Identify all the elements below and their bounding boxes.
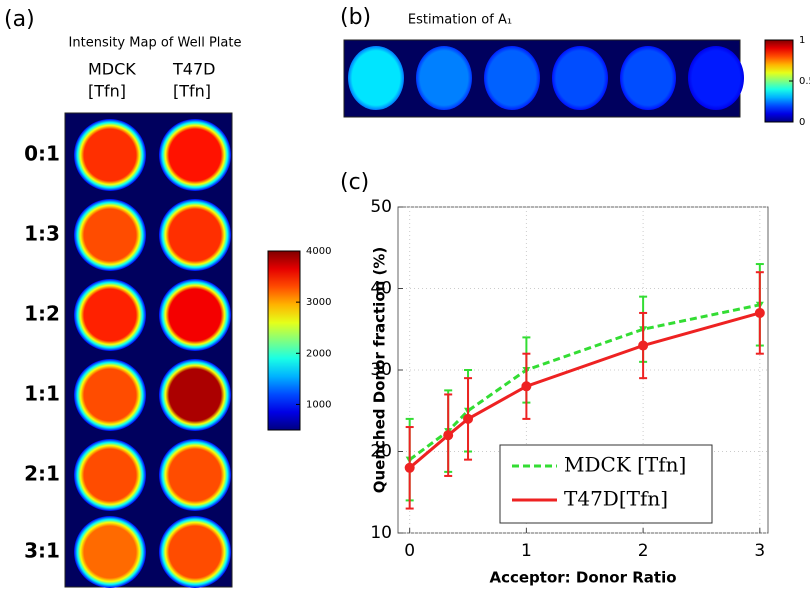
panel-label: (c) (340, 170, 369, 195)
colorbar-tick-label: 0 (799, 117, 805, 128)
y-axis-label: Quenched Donor fraction (%) (371, 247, 389, 494)
marker (404, 462, 415, 473)
column-label: [Tfn] (88, 82, 126, 101)
y-tick-label: 40 (370, 279, 392, 299)
colorbar-tick-label: 0.5 (799, 76, 810, 87)
column-label: T47D (172, 60, 215, 79)
y-tick-label: 50 (370, 197, 392, 217)
marker (754, 307, 765, 318)
colorbar-tick-label: 4000 (306, 246, 331, 257)
column-label: [Tfn] (173, 82, 211, 101)
marker (443, 430, 454, 441)
series-line (408, 303, 761, 461)
well (552, 46, 608, 110)
colorbar (764, 39, 794, 123)
column-label: MDCK (88, 60, 136, 79)
marker (463, 413, 474, 424)
marker (638, 340, 649, 351)
row-label: 1:3 (24, 222, 60, 246)
marker (521, 381, 532, 392)
x-tick-label: 0 (404, 541, 415, 561)
panel-label: (b) (340, 5, 371, 30)
colorbar-tick-label: 2000 (306, 348, 331, 359)
panel-title: Intensity Map of Well Plate (69, 36, 242, 51)
well (159, 516, 231, 588)
legend-label: T47D[Tfn] (564, 487, 668, 511)
well (74, 359, 146, 431)
well (348, 46, 404, 110)
colorbar-tick-label: 1 (799, 35, 805, 46)
y-tick-label: 30 (370, 360, 392, 380)
legend-label: MDCK [Tfn] (564, 453, 686, 477)
legend-box (499, 444, 713, 524)
colorbar-tick-label: 3000 (306, 297, 331, 308)
row-label: 1:1 (24, 382, 60, 406)
row-label: 0:1 (24, 142, 60, 166)
well (74, 439, 146, 511)
x-tick-label: 1 (521, 541, 532, 561)
y-tick-label: 10 (370, 523, 392, 543)
x-tick-label: 2 (638, 541, 649, 561)
well (688, 46, 744, 110)
well (484, 46, 540, 110)
panel-title: Estimation of A₁ (408, 13, 512, 28)
well (74, 516, 146, 588)
well (416, 46, 472, 110)
panel-label: (a) (4, 7, 35, 32)
y-tick-label: 20 (370, 442, 392, 462)
row-label: 1:2 (24, 302, 60, 326)
legend: MDCK [Tfn] T47D[Tfn] (499, 444, 713, 524)
row-label: 2:1 (24, 462, 60, 486)
well (74, 199, 146, 271)
well (74, 119, 146, 191)
well (159, 439, 231, 511)
x-tick-label: 3 (754, 541, 765, 561)
well (159, 119, 231, 191)
series-line (408, 311, 761, 469)
well (620, 46, 676, 110)
colorbar-tick-label: 1000 (306, 399, 331, 410)
well (74, 279, 146, 351)
well (159, 199, 231, 271)
row-label: 3:1 (24, 539, 60, 563)
colorbar (267, 250, 301, 431)
x-axis-label: Acceptor: Donor Ratio (489, 569, 676, 587)
well (159, 359, 231, 431)
well (159, 279, 231, 351)
